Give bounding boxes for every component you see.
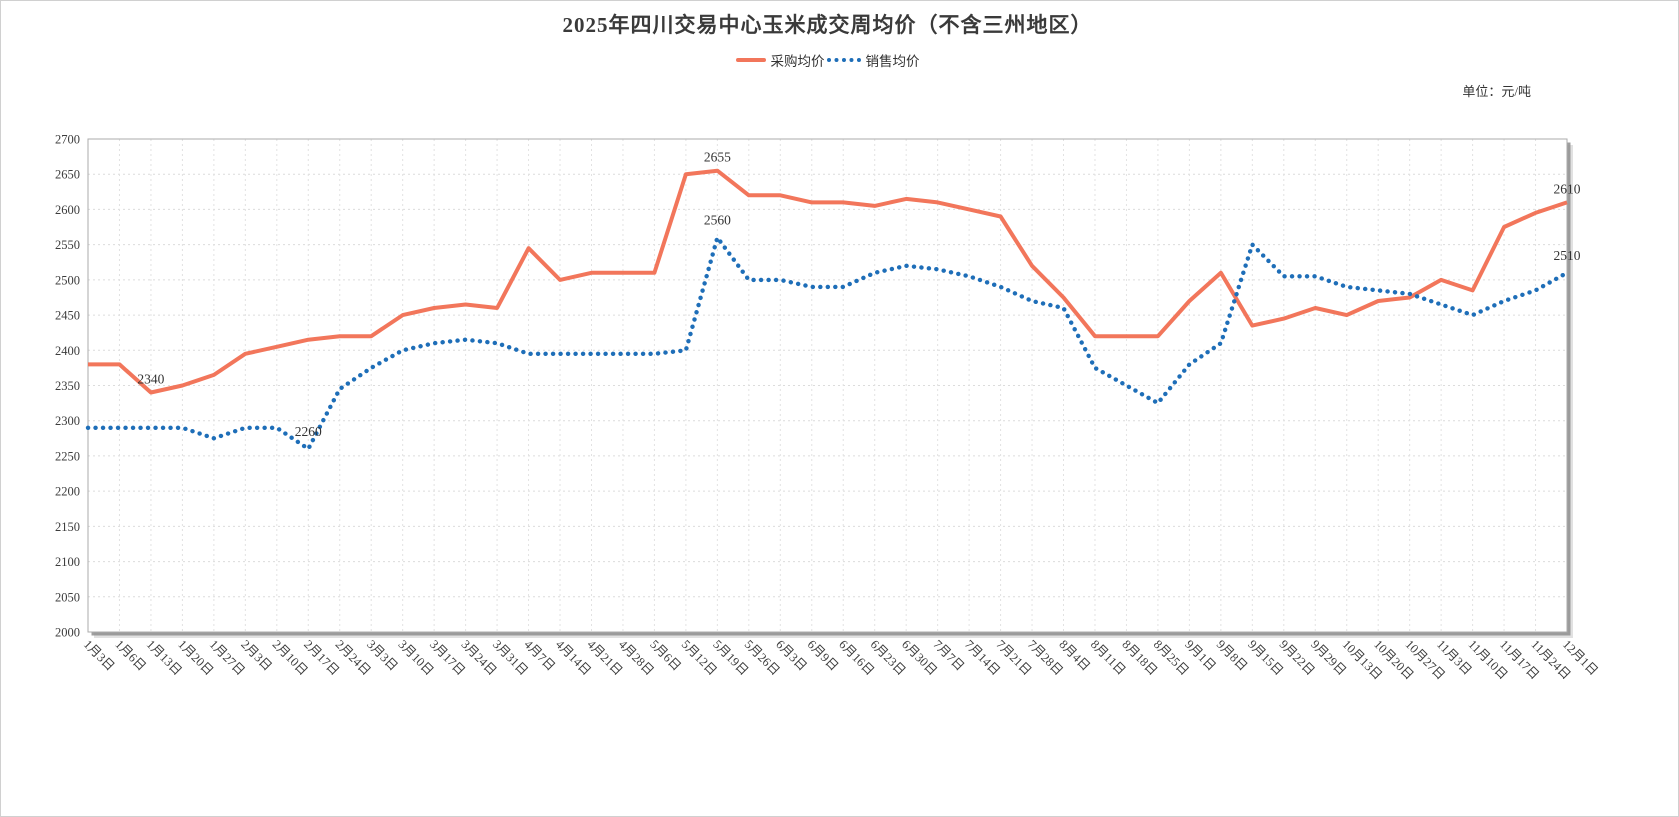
- chart-title: 2025年四川交易中心玉米成交周均价（不含三州地区）: [562, 13, 1093, 37]
- x-axis-label: 1月3日: [81, 637, 117, 673]
- y-axis-label: 2100: [55, 555, 80, 569]
- data-label: 2560: [704, 213, 731, 228]
- x-axis-label: 1月6日: [112, 637, 148, 673]
- y-axis-label: 2600: [55, 203, 80, 217]
- unit-label: 单位：元/吨: [1462, 84, 1531, 99]
- data-label: 2340: [137, 372, 164, 387]
- legend-item-purchase[interactable]: 采购均价: [735, 50, 825, 70]
- data-label: 2655: [704, 150, 731, 165]
- y-axis-label: 2200: [55, 485, 80, 499]
- plot-border: [87, 138, 1568, 633]
- y-axis-label: 2250: [55, 449, 80, 463]
- purchase-line-swatch-icon: [735, 58, 766, 62]
- y-axis-label: 2400: [55, 344, 80, 358]
- legend-label-purchase: 采购均价: [770, 54, 825, 69]
- data-label: 2610: [1554, 181, 1581, 196]
- data-label: 2260: [295, 424, 322, 439]
- purchase-price-line: [88, 168, 1568, 395]
- legend: 采购均价 销售均价: [88, 50, 1567, 70]
- y-axis-label: 2000: [55, 626, 80, 640]
- legend-label-sale: 销售均价: [865, 54, 920, 69]
- data-label: 2510: [1554, 248, 1581, 263]
- y-axis-label: 2350: [55, 379, 80, 393]
- y-axis-label: 2650: [55, 168, 80, 182]
- y-axis-label: 2500: [55, 273, 80, 287]
- y-axis-label: 2050: [55, 590, 80, 604]
- y-axis-label: 2700: [55, 133, 80, 147]
- sale-dotted-swatch-icon: [826, 58, 861, 62]
- x-axis-label: 9月8日: [1214, 637, 1250, 673]
- legend-item-sale[interactable]: 销售均价: [825, 50, 920, 70]
- y-axis-label: 2300: [55, 414, 80, 428]
- x-axis-label: 6月9日: [805, 637, 841, 673]
- y-axis-label: 2150: [55, 520, 80, 534]
- sale-price-line: [85, 235, 1570, 452]
- y-axis-label: 2550: [55, 238, 80, 252]
- y-axis-label: 2450: [55, 309, 80, 323]
